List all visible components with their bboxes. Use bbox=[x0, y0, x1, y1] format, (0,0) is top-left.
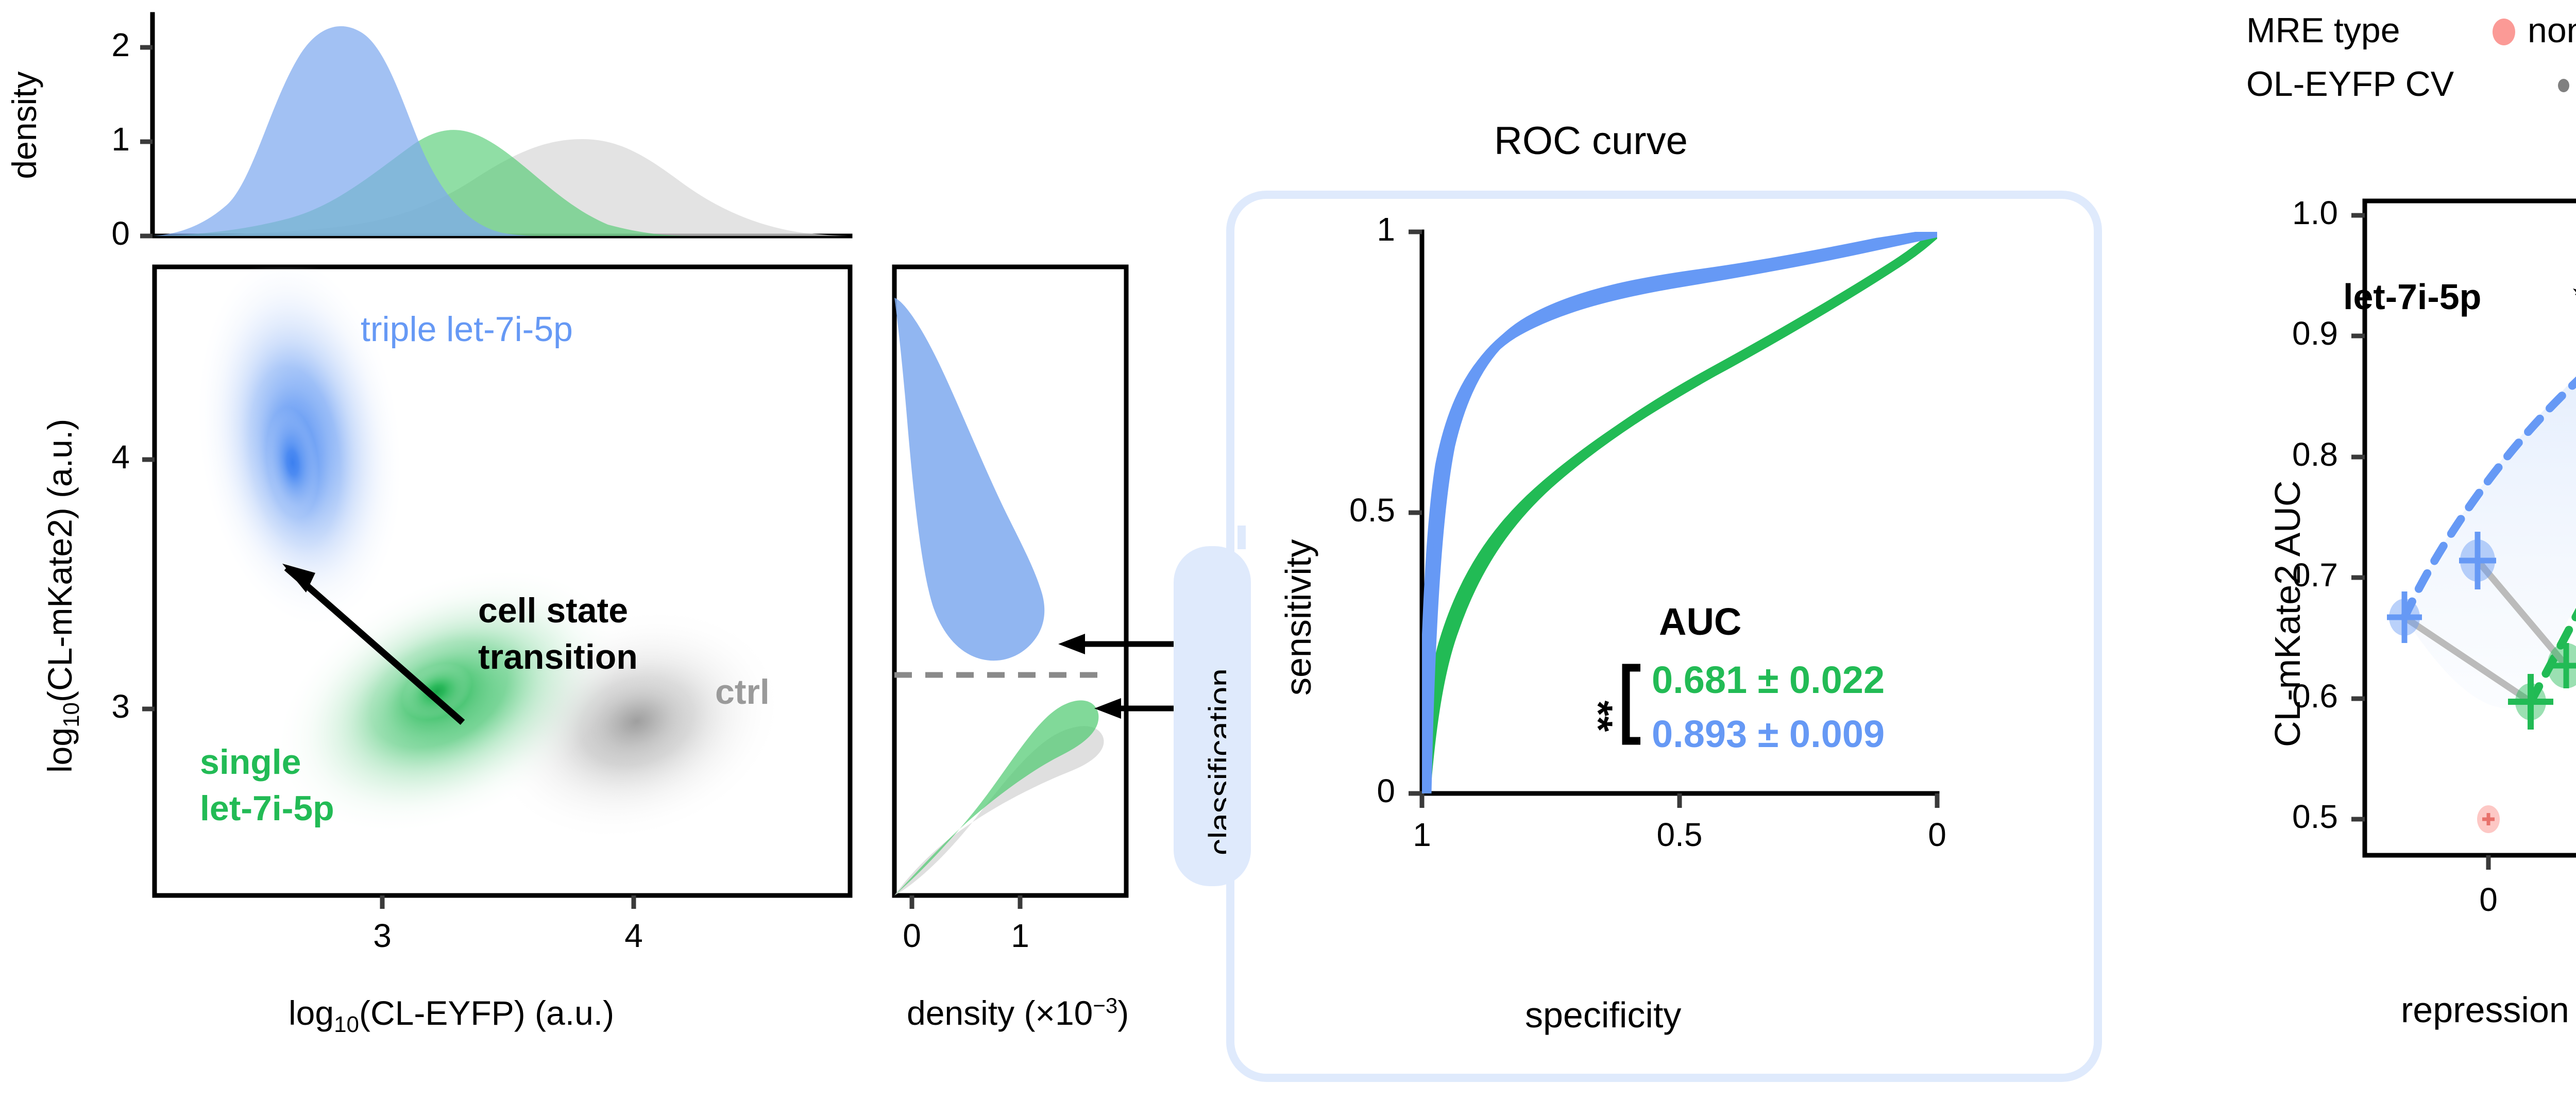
let7i-callout-arrow bbox=[2573, 289, 2576, 296]
roc-curves-single bbox=[1422, 232, 1937, 793]
axis-label-density-scaled: density (×10−3) bbox=[907, 993, 1129, 1032]
tick-roc-y-1: 1 bbox=[1377, 211, 1395, 248]
auc-row-triple: 0.893 ± 0.009 bbox=[1652, 713, 1885, 755]
tick-roc-y-0: 0 bbox=[1377, 772, 1395, 809]
tick-c-y-10: 1.0 bbox=[2292, 194, 2338, 231]
significance-stars: ** bbox=[1576, 701, 1621, 732]
right-density-ctrl bbox=[894, 726, 1104, 895]
label-transition: transition bbox=[478, 637, 638, 676]
panel-b-title: ROC curve bbox=[1494, 119, 1688, 163]
label-triple-let7i: triple let-7i-5p bbox=[361, 310, 573, 349]
tick-top-density-2: 2 bbox=[111, 26, 130, 63]
roc-curves-triple bbox=[1422, 232, 1937, 793]
point-rep-2[interactable] bbox=[2459, 532, 2496, 589]
tick-scatter-y-4: 4 bbox=[111, 438, 130, 476]
panel-a-scatter: 4 3 3 4 triple let-7i-5p cell state tran… bbox=[0, 252, 876, 954]
legend-size-dot-06[interactable] bbox=[2558, 79, 2569, 92]
legend-mre-title: MRE type bbox=[2246, 11, 2400, 50]
point-rep-1[interactable] bbox=[2387, 591, 2422, 643]
tick-top-density-0: 0 bbox=[111, 215, 130, 252]
tick-c-x-0: 0 bbox=[2479, 881, 2498, 918]
legend-dot-none[interactable] bbox=[2493, 19, 2515, 45]
point-sin-1[interactable] bbox=[2508, 674, 2553, 730]
axis-label-sensitivity: sensitivity bbox=[1278, 539, 1318, 696]
axis-label-cl-eyfp: log10(CL-EYFP) (a.u.) bbox=[289, 993, 614, 1038]
panel-b-container bbox=[1226, 191, 2102, 1082]
point-sin-2[interactable] bbox=[2547, 643, 2576, 688]
right-density-single bbox=[894, 700, 1099, 895]
density-curve-triple bbox=[152, 26, 562, 236]
tick-c-y-06: 0.6 bbox=[2292, 678, 2338, 715]
tick-roc-x-05: 0.5 bbox=[1657, 816, 1703, 853]
cell-state-transition-arrow bbox=[282, 564, 465, 725]
xlabel-text-a: log10(CL-EYFP) (a.u.) bbox=[289, 994, 615, 1038]
auc-row-single: 0.681 ± 0.022 bbox=[1652, 658, 1885, 701]
right-density-triple bbox=[894, 298, 1045, 661]
label-let7i-5p: let-7i-5p bbox=[200, 789, 334, 828]
tick-right-density-0: 0 bbox=[903, 917, 921, 954]
xlabel-c-pre: repression strength ( bbox=[2401, 990, 2576, 1030]
panel-c-legend: MRE type none single repetitive OL-EYFP … bbox=[2231, 5, 2576, 134]
tick-right-density-1: 1 bbox=[1011, 917, 1029, 954]
tick-top-density-1: 1 bbox=[111, 121, 130, 158]
tick-c-y-09: 0.9 bbox=[2292, 315, 2338, 352]
panel-c-scatter: 1.0 0.9 0.8 0.7 0.6 0.5 0 0.2 0.4 0.6 bbox=[2231, 149, 2576, 938]
axis-label-cl-mkate2: log10(CL-mKate2) (a.u.) bbox=[40, 419, 84, 773]
panel-a-right-density: 0 1 bbox=[881, 252, 1190, 954]
tick-roc-x-1: 1 bbox=[1413, 816, 1431, 853]
tick-scatter-x-4: 4 bbox=[624, 917, 643, 954]
axis-label-specificity: specificity bbox=[1525, 995, 1682, 1035]
axis-label-repression-strength: repression strength (R of OL-EYFP) bbox=[2401, 989, 2576, 1030]
legend-label-none[interactable]: none bbox=[2528, 11, 2576, 50]
point-none-ctrl[interactable] bbox=[2477, 805, 2500, 833]
points-single bbox=[2508, 643, 2576, 730]
panel-b-roc-plot: 0 0.5 1 1 0.5 0 bbox=[1298, 211, 2050, 989]
label-ctrl: ctrl bbox=[715, 672, 770, 712]
tick-c-y-05: 0.5 bbox=[2292, 798, 2338, 835]
panel-a-top-density: 0 1 2 density bbox=[0, 0, 876, 268]
label-let7i-callout: let-7i-5p bbox=[2343, 277, 2481, 317]
tick-c-y-08: 0.8 bbox=[2292, 436, 2338, 473]
pair-connectors bbox=[2402, 558, 2569, 705]
kde-cluster-triple bbox=[197, 267, 402, 626]
tick-scatter-y-3: 3 bbox=[111, 688, 130, 725]
arrow-upper bbox=[1058, 634, 1183, 654]
legend-cv-title: OL-EYFP CV bbox=[2246, 64, 2454, 104]
label-single: single bbox=[200, 742, 301, 782]
tick-c-y-07: 0.7 bbox=[2292, 556, 2338, 594]
label-cell-state: cell state bbox=[478, 591, 628, 630]
significance-bracket bbox=[1622, 664, 1640, 745]
points-repetitive bbox=[2387, 532, 2496, 643]
tick-roc-x-0: 0 bbox=[1928, 816, 1946, 853]
tick-roc-y-05: 0.5 bbox=[1349, 492, 1395, 529]
trend-curve-repetitive bbox=[2400, 376, 2576, 621]
ylabel-text-a: log10(CL-mKate2) (a.u.) bbox=[41, 418, 84, 773]
axis-label-density: density bbox=[5, 71, 43, 179]
auc-heading: AUC bbox=[1659, 600, 1741, 643]
arrow-lower bbox=[1094, 698, 1183, 719]
tick-scatter-x-3: 3 bbox=[373, 917, 392, 954]
axis-label-clmkate-auc: CL-mKate2 AUC bbox=[2267, 480, 2308, 747]
